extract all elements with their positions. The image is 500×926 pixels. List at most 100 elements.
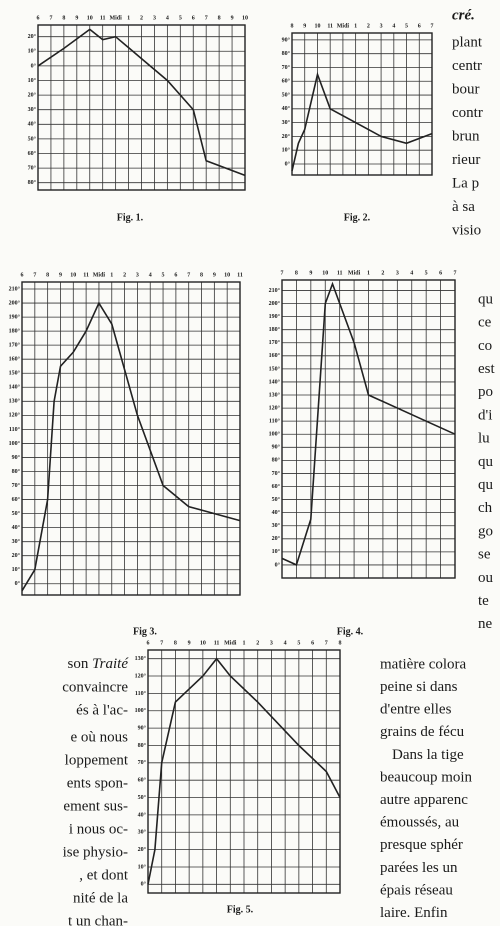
x-tick-label: 9 bbox=[59, 272, 62, 278]
text-line: matière colora bbox=[380, 656, 467, 672]
text-line: és à l'ac- bbox=[76, 702, 128, 718]
y-tick-label: 30° bbox=[138, 829, 147, 836]
x-tick-label: 8 bbox=[295, 270, 298, 276]
data-line bbox=[37, 28, 246, 177]
y-tick-label: 40° bbox=[272, 509, 281, 516]
text-line: co bbox=[478, 338, 492, 354]
x-tick-label: 4 bbox=[284, 640, 287, 646]
x-tick-label: 8 bbox=[291, 23, 294, 29]
y-tick-label: 50° bbox=[138, 794, 147, 801]
y-tick-label: 110° bbox=[135, 690, 147, 697]
x-tick-label: 4 bbox=[392, 23, 395, 29]
y-tick-label: 40° bbox=[28, 121, 37, 128]
y-tick-label: 60° bbox=[12, 496, 21, 503]
text-line: go bbox=[478, 523, 493, 539]
x-tick-label: 7 bbox=[160, 640, 163, 646]
x-tick-label: 11 bbox=[214, 640, 220, 646]
y-tick-label: 90° bbox=[12, 454, 21, 461]
text-line: autre apparenc bbox=[380, 792, 468, 808]
data-line bbox=[281, 281, 456, 566]
text-line: ise physio- bbox=[63, 844, 128, 860]
data-line bbox=[291, 71, 433, 172]
x-tick-label: 5 bbox=[405, 23, 408, 29]
y-tick-label: 140° bbox=[9, 384, 21, 391]
x-tick-label: 9 bbox=[75, 15, 78, 21]
text-line: ement sus- bbox=[63, 798, 128, 814]
y-tick-label: 0° bbox=[275, 561, 281, 568]
y-tick-label: 70° bbox=[138, 759, 147, 766]
text-line: bour bbox=[452, 81, 480, 97]
x-tick-label: 10 bbox=[322, 270, 328, 276]
y-tick-label: 10° bbox=[282, 147, 291, 154]
y-tick-label: 30° bbox=[272, 522, 281, 529]
x-tick-label: 11 bbox=[83, 272, 89, 278]
y-tick-label: 160° bbox=[269, 352, 281, 359]
text-line: La p bbox=[452, 175, 479, 191]
y-tick-label: 80° bbox=[138, 742, 147, 749]
plot-frame bbox=[281, 279, 456, 579]
x-tick-label: 6 bbox=[37, 15, 40, 21]
x-tick-label: Midi bbox=[93, 272, 106, 278]
y-tick-label: 80° bbox=[28, 179, 37, 186]
text-line: qu bbox=[478, 454, 494, 470]
text-span: son bbox=[68, 656, 93, 672]
text-line: d'entre elles bbox=[380, 702, 452, 718]
x-tick-label: 3 bbox=[136, 272, 139, 278]
text-line: qu bbox=[478, 291, 494, 307]
x-tick-label: 7 bbox=[187, 272, 190, 278]
x-tick-label: 8 bbox=[174, 640, 177, 646]
x-tick-label: 5 bbox=[162, 272, 165, 278]
y-tick-label: 0° bbox=[285, 160, 291, 167]
x-tick-label: 9 bbox=[303, 23, 306, 29]
x-tick-label: 8 bbox=[339, 640, 342, 646]
y-tick-label: 30° bbox=[12, 538, 21, 545]
y-tick-label: 130° bbox=[135, 655, 147, 662]
y-tick-label: 170° bbox=[9, 342, 21, 349]
x-tick-label: 1 bbox=[354, 23, 357, 29]
x-tick-label: 1 bbox=[367, 270, 370, 276]
y-tick-label: 0° bbox=[141, 881, 147, 888]
x-tick-label: 2 bbox=[367, 23, 370, 29]
y-tick-label: 70° bbox=[12, 482, 21, 489]
x-tick-label: 1 bbox=[243, 640, 246, 646]
x-tick-label: 11 bbox=[327, 23, 333, 29]
y-tick-label: 30° bbox=[282, 119, 291, 126]
x-tick-label: 6 bbox=[439, 270, 442, 276]
text-line: peine si dans bbox=[380, 679, 458, 695]
text-line: se bbox=[478, 547, 491, 563]
y-tick-label: 40° bbox=[138, 811, 147, 818]
x-tick-label: Midi bbox=[337, 23, 350, 29]
x-tick-label: 10 bbox=[242, 15, 248, 21]
x-tick-label: 4 bbox=[149, 272, 152, 278]
x-tick-label: 1 bbox=[127, 15, 130, 21]
text-line: ce bbox=[478, 315, 492, 331]
y-tick-label: 80° bbox=[272, 457, 281, 464]
text-line: ne bbox=[478, 616, 493, 632]
y-tick-label: 210° bbox=[9, 285, 21, 292]
x-tick-label: 11 bbox=[337, 270, 343, 276]
text-line: laire. Enfin bbox=[380, 905, 448, 921]
x-tick-label: 7 bbox=[325, 640, 328, 646]
y-tick-label: 100° bbox=[9, 440, 21, 447]
x-tick-label: 7 bbox=[454, 270, 457, 276]
text-line: ch bbox=[478, 500, 493, 516]
y-tick-label: 140° bbox=[269, 378, 281, 385]
x-tick-label: 8 bbox=[62, 15, 65, 21]
y-tick-label: 10° bbox=[28, 77, 37, 84]
y-tick-label: 60° bbox=[138, 777, 147, 784]
y-tick-label: 190° bbox=[9, 313, 21, 320]
plot-frame bbox=[21, 281, 241, 596]
text-line: t un chan- bbox=[68, 913, 128, 926]
y-tick-label: 130° bbox=[9, 398, 21, 405]
x-tick-label: 9 bbox=[309, 270, 312, 276]
text-line: visio bbox=[452, 222, 481, 238]
x-tick-label: Midi bbox=[109, 15, 122, 21]
y-tick-label: 160° bbox=[9, 356, 21, 363]
x-tick-label: Midi bbox=[224, 640, 237, 646]
x-tick-label: 10 bbox=[70, 272, 76, 278]
y-tick-label: 80° bbox=[12, 468, 21, 475]
y-tick-label: 170° bbox=[269, 339, 281, 346]
y-tick-label: 100° bbox=[135, 707, 147, 714]
x-tick-label: 3 bbox=[380, 23, 383, 29]
